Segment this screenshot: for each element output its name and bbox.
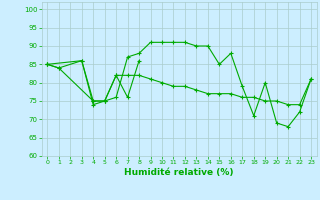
X-axis label: Humidité relative (%): Humidité relative (%) [124,168,234,177]
